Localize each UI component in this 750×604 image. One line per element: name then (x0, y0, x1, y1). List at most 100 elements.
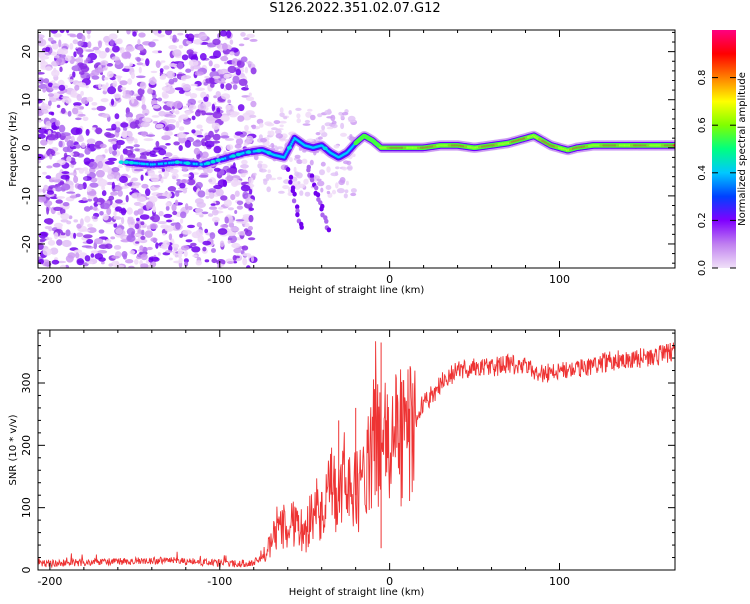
noise-blob (220, 224, 229, 229)
x-axis-label: Height of straight line (km) (289, 285, 425, 296)
noise-blob (157, 97, 163, 102)
noise-blob (73, 249, 83, 254)
noise-blob (237, 115, 245, 122)
noise-blob (127, 78, 133, 85)
noise-blob (70, 127, 81, 136)
noise-blob (226, 144, 234, 151)
noise-blob (38, 153, 44, 159)
noise-blob (81, 245, 92, 248)
noise-blob (188, 172, 195, 180)
noise-blob (195, 260, 202, 266)
noise-blob (208, 192, 215, 199)
y-tick-label: 0 (20, 144, 33, 151)
noise-blob (112, 150, 117, 156)
noise-blob (153, 30, 157, 34)
noise-blob (204, 259, 210, 263)
streak-blob (315, 192, 321, 198)
noise-blob (233, 247, 242, 254)
streak-blob (324, 218, 329, 224)
noise-blob (115, 260, 119, 266)
noise-blob (210, 203, 216, 206)
noise-blob (42, 88, 47, 93)
noise-blob (38, 160, 41, 164)
ridge-core (266, 151, 272, 155)
noise-blob (177, 32, 184, 36)
noise-blob (111, 181, 115, 189)
noise-blob (175, 121, 180, 128)
noise-blob (91, 107, 97, 111)
noise-blob (197, 235, 204, 243)
noise-blob (169, 168, 179, 174)
noise-blob (275, 133, 283, 139)
noise-blob (110, 236, 116, 240)
noise-blob (347, 115, 356, 122)
noise-blob (331, 123, 338, 129)
noise-blob (184, 139, 192, 148)
noise-blob (244, 124, 249, 132)
noise-blob (189, 93, 198, 99)
ridge-core (205, 161, 211, 165)
y-tick-label: 0 (20, 567, 33, 574)
noise-blob (114, 38, 122, 45)
noise-blob (59, 264, 67, 268)
noise-blob (102, 67, 108, 71)
spectrogram-ridge (118, 130, 675, 170)
noise-blob (61, 171, 70, 175)
noise-blob (301, 158, 308, 164)
noise-blob (180, 211, 187, 219)
noise-blob (244, 222, 250, 228)
noise-blob (152, 104, 161, 109)
noise-blob (137, 88, 145, 96)
noise-blob (134, 259, 139, 265)
noise-blob (236, 60, 245, 68)
noise-blob (82, 197, 87, 202)
noise-blob (240, 32, 246, 37)
noise-blob (195, 181, 203, 189)
noise-blob (182, 174, 191, 177)
noise-blob (240, 164, 249, 169)
noise-blob (269, 177, 277, 181)
ridge-blob (136, 162, 139, 165)
noise-blob (134, 148, 140, 152)
y-axis-label: Frequency (Hz) (8, 111, 19, 187)
streak-blob (309, 173, 315, 179)
noise-blob (140, 121, 150, 128)
noise-blob (175, 222, 181, 230)
noise-blob (86, 239, 94, 244)
noise-blob (213, 63, 220, 69)
ridge-blob (224, 157, 227, 160)
noise-blob (278, 190, 285, 194)
ridge-blob (151, 163, 154, 166)
noise-blob (321, 125, 325, 131)
noise-blob (184, 261, 189, 267)
noise-blob (235, 219, 245, 222)
noise-blob (54, 55, 60, 59)
noise-blob (152, 205, 157, 213)
noise-blob (224, 216, 229, 224)
noise-blob (307, 108, 313, 112)
noise-blob (252, 172, 257, 176)
ridge-blob (290, 142, 293, 146)
noise-blob (87, 190, 97, 196)
noise-blob (208, 188, 217, 194)
noise-blob (168, 78, 175, 85)
noise-blob (97, 250, 108, 254)
noise-blob (83, 206, 91, 212)
noise-blob (100, 60, 109, 66)
noise-blob (68, 215, 73, 220)
noise-blob (242, 253, 252, 257)
noise-blob (100, 202, 110, 210)
ridge-core (185, 161, 190, 165)
streak-blob (291, 198, 297, 204)
noise-blob (80, 65, 90, 73)
noise-blob (125, 146, 134, 149)
noise-blob (77, 183, 84, 190)
noise-blob (242, 257, 248, 266)
noise-blob (66, 156, 72, 163)
ridge-blob (283, 156, 286, 159)
spectrogram-speckle (38, 30, 357, 268)
noise-blob (99, 143, 107, 149)
colorbar-label: Normalized spectral amplitude (737, 72, 748, 226)
